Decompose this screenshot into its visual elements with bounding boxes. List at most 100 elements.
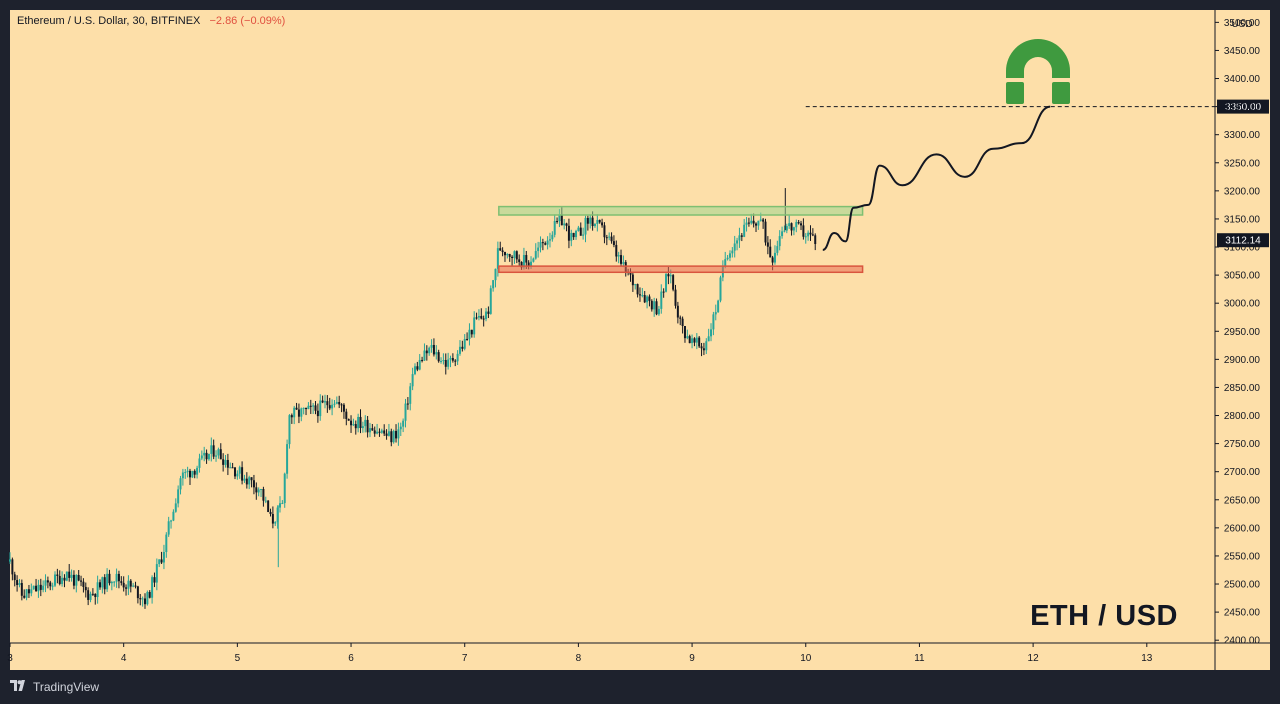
candle-body [435, 352, 438, 355]
candle-body [148, 591, 151, 598]
candle-body [738, 235, 741, 241]
candle-body [691, 338, 694, 344]
candle-body [278, 503, 281, 508]
candle-body [153, 577, 156, 583]
candle-body [629, 272, 632, 275]
y-tick-label: 3000.00 [1224, 299, 1261, 310]
candle-body [39, 584, 42, 590]
candle-body [707, 336, 710, 342]
price-change: −2.86 (−0.09%) [209, 15, 286, 27]
candle-body [233, 467, 236, 477]
candle-body [302, 407, 305, 409]
candle-body [558, 214, 561, 222]
candle-body [773, 252, 776, 263]
candle-body [402, 420, 405, 427]
candle-body [631, 274, 634, 286]
candle-body [809, 232, 812, 235]
candle-body [444, 360, 447, 367]
candle-body [674, 289, 677, 306]
candle-body [676, 305, 679, 318]
candle-body [129, 580, 132, 587]
candle-body [541, 242, 544, 244]
candle-body [593, 224, 596, 227]
candle-body [641, 295, 644, 297]
y-tick-label: 3400.00 [1224, 74, 1261, 85]
candle-body [387, 431, 390, 436]
y-tick-label: 3450.00 [1224, 46, 1261, 57]
candle-body [437, 352, 440, 362]
candle-body [238, 467, 241, 474]
candle-body [811, 234, 814, 236]
candle-body [530, 261, 533, 267]
candle-body [487, 311, 490, 314]
candle-body [80, 580, 83, 582]
symbol-legend[interactable]: Ethereum / U.S. Dollar, 30, BITFINEX −2.… [17, 15, 285, 27]
candle-body [319, 400, 322, 417]
candle-body [338, 402, 341, 405]
candle-body [371, 428, 374, 431]
y-tick-label: 3250.00 [1224, 158, 1261, 169]
y-tick-label: 3500.00 [1224, 18, 1261, 29]
candle-body [418, 359, 421, 370]
candle-body [49, 582, 52, 587]
support-zone [498, 265, 864, 274]
candle-body [331, 404, 334, 409]
plot-area[interactable] [10, 10, 1215, 643]
candle-body [468, 329, 471, 340]
time-axis-panel[interactable] [10, 643, 1270, 670]
target-price-label: 3350.00 [1225, 102, 1262, 113]
last-price-label-bg [1217, 233, 1269, 248]
footer-branding[interactable]: TradingView [10, 678, 99, 696]
candle-body [717, 300, 720, 313]
candle-body [563, 223, 566, 226]
candle-body [35, 585, 38, 592]
candle-body [51, 585, 54, 587]
candle-body [712, 314, 715, 330]
price-axis-panel[interactable] [1215, 10, 1270, 643]
candle-body [539, 242, 542, 248]
candle-body [778, 236, 781, 247]
candle-body [710, 329, 713, 337]
candle-body [260, 488, 263, 490]
candle-body [646, 296, 649, 303]
candle-body [122, 582, 125, 588]
candle-body [745, 222, 748, 225]
candle-body [347, 418, 350, 421]
candle-body [456, 353, 459, 362]
candle-body [508, 253, 511, 257]
candle-body [785, 226, 788, 231]
candle-body [77, 574, 80, 581]
y-tick-label: 2500.00 [1224, 580, 1261, 591]
chart-overlay-label: ETH / USD [1030, 600, 1178, 632]
candle-body [30, 589, 33, 594]
candle-body [795, 222, 798, 228]
candle-body [667, 274, 670, 277]
x-tick-label: 10 [800, 653, 812, 664]
candle-body [643, 295, 646, 303]
candle-body [224, 459, 227, 465]
candle-body [276, 507, 279, 523]
candle-body [364, 419, 367, 427]
candle-body [743, 224, 746, 237]
candle-body [702, 348, 705, 351]
candle-body [788, 223, 791, 227]
candle-body [565, 223, 568, 226]
candle-body [653, 301, 656, 310]
candle-body [115, 573, 118, 582]
candle-body [215, 455, 218, 457]
candle-body [300, 408, 303, 417]
candle-body [312, 405, 315, 407]
x-tick-label: 5 [235, 653, 241, 664]
candle-body [719, 277, 722, 301]
candle-body [262, 488, 265, 501]
y-tick-label: 2800.00 [1224, 411, 1261, 422]
candle-body [186, 470, 189, 473]
candle-body [428, 347, 431, 354]
candle-body [764, 221, 767, 243]
candle-body [361, 426, 364, 429]
x-tick-label: 4 [121, 653, 127, 664]
candle-body [16, 580, 19, 585]
candle-body [321, 400, 324, 403]
candle-body [96, 582, 99, 598]
